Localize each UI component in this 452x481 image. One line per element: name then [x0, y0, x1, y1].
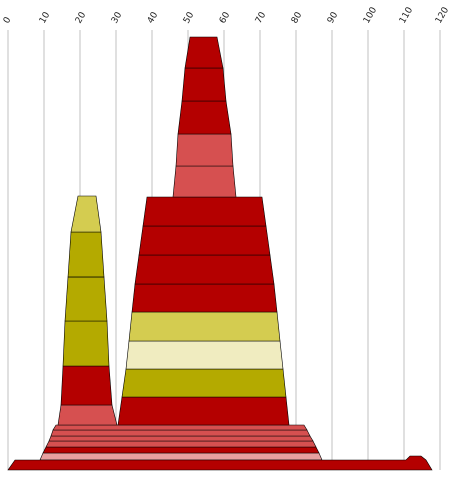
x-tick-label: 80: [290, 10, 305, 25]
mid-band-layer: [52, 424, 308, 431]
x-tick-label: 60: [218, 10, 233, 25]
center-tower-layer: [117, 396, 290, 426]
x-tick-label: 30: [110, 10, 125, 25]
x-axis-tick-labels: 0 10 20 30 40 50 60 70 80 90 100 110 120: [2, 5, 451, 25]
left-tower-layer: [57, 404, 118, 426]
x-tick-label: 90: [326, 10, 341, 25]
left-tower-layer: [60, 365, 113, 406]
base-layer: [7, 455, 433, 471]
mid-band-layer: [45, 440, 317, 448]
center-tower-layer: [125, 340, 284, 370]
left-tower-layer: [70, 195, 102, 233]
center-tower-layer: [138, 225, 271, 256]
x-tick-label: 100: [362, 5, 379, 25]
top-tower-layer: [172, 165, 237, 198]
mid-band-layer: [48, 435, 314, 442]
x-tick-label: 0: [2, 15, 14, 25]
center-tower-layer: [131, 283, 278, 313]
left-tower-layer: [62, 320, 110, 367]
mid-band-layer: [39, 452, 323, 461]
x-tick-label: 20: [74, 10, 89, 25]
center-tower-layer: [121, 368, 287, 398]
left-tower-layer: [64, 276, 108, 322]
mid-band-layer: [42, 446, 320, 454]
top-tower-layer: [181, 67, 227, 102]
left-tower-layer: [67, 231, 105, 278]
top-tower-layer: [175, 133, 234, 167]
x-tick-label: 50: [182, 10, 197, 25]
x-tick-label: 70: [254, 10, 269, 25]
chart-shapes: [7, 36, 433, 471]
x-tick-label: 40: [146, 10, 161, 25]
top-tower-layer: [177, 100, 232, 135]
x-tick-label: 10: [38, 10, 53, 25]
mid-band-layer: [50, 429, 311, 437]
x-tick-label: 120: [434, 5, 451, 25]
top-tower-layer: [184, 36, 224, 69]
center-tower-layer: [142, 196, 267, 227]
center-tower-layer: [134, 254, 275, 285]
center-tower-layer: [128, 311, 281, 342]
x-tick-label: 110: [398, 5, 415, 25]
